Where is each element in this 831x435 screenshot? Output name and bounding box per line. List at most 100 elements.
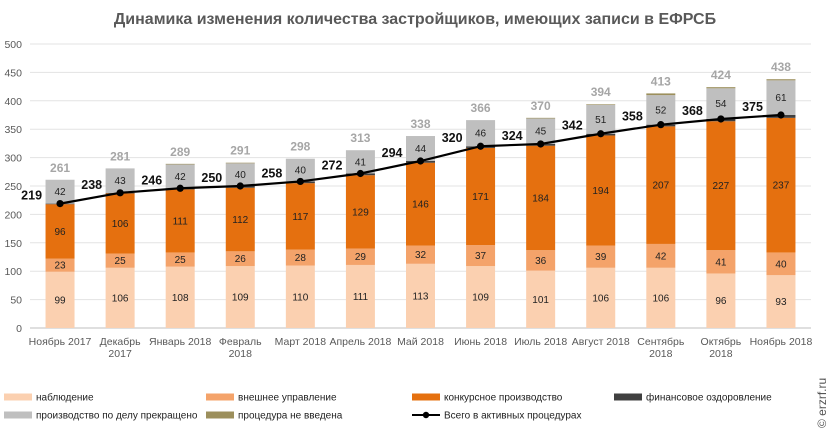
legend-swatch [4,393,32,401]
total-value-label: 438 [771,60,791,74]
segment-value-label: 93 [775,297,787,308]
bar-segment [406,162,435,246]
segment-value-label: 54 [715,99,727,110]
segment-value-label: 32 [415,250,427,261]
legend-label: конкурсное производство [444,393,563,404]
segment-value-label: 43 [115,176,127,187]
y-axis-ticks: 0 50 100 150 200 250 300 350 400 450 500 [4,39,22,335]
bar-segment [45,204,75,259]
x-tick-label: Август 2018 [572,336,630,348]
total-value-label: 366 [471,101,491,115]
segment-value-label: 52 [655,105,667,116]
x-tick-label: 2018 [709,348,733,360]
y-tick-label: 500 [4,39,22,51]
segment-value-label: 113 [413,291,429,302]
bar-segment [345,150,375,174]
segment-value-label: 25 [175,255,187,266]
segment-value-label: 106 [652,293,669,304]
bar-segment [706,273,736,328]
bar-segment [646,243,676,268]
legend-swatch [206,393,234,401]
active-value-label: 246 [141,173,162,187]
bar-segment [586,104,616,134]
bar-segment [225,162,255,164]
data-labels: 99 23 96 42 261 106 25 106 43 281 108 25 111 42 289 109… [21,60,791,308]
segment-value-label: 41 [355,157,367,168]
line-point [537,140,545,148]
segment-value-label: 101 [532,295,549,306]
total-value-label: 313 [350,131,370,145]
bar-segment [285,158,315,182]
segment-value-label: 111 [353,292,369,303]
line-point [476,142,485,150]
total-value-label: 370 [531,99,551,113]
bar-segment [646,93,676,96]
total-value-label: 289 [170,145,190,159]
segment-value-label: 42 [54,187,66,198]
y-tick-label: 150 [4,238,22,250]
x-tick-label: 2018 [649,348,673,360]
line-point [416,157,425,165]
active-value-label: 324 [502,129,523,143]
bar-segment [766,79,796,81]
legend: наблюдение внешнее управление конкурсное п… [4,392,772,422]
bar-segment [706,87,736,89]
segment-value-label: 40 [235,170,247,181]
legend-swatch [206,411,234,419]
legend-label: наблюдение [36,392,94,404]
legend-label: производство по делу прекращено [36,411,198,422]
bar-segment [345,248,375,265]
segment-value-label: 117 [292,212,308,223]
bar-segment [586,135,616,246]
segment-value-label: 227 [713,181,730,192]
total-value-label: 338 [410,117,430,131]
active-value-label: 368 [682,104,703,118]
legend-label: процедура не введена [238,411,343,422]
segment-value-label: 40 [775,259,787,270]
segment-value-label: 39 [595,252,607,263]
active-value-label: 342 [562,119,583,133]
segment-value-label: 42 [655,251,667,262]
bar-segment [646,95,676,125]
segment-value-label: 23 [54,261,66,272]
bar-segment [766,80,796,115]
segment-value-label: 112 [232,215,248,226]
legend-marker [422,411,430,419]
active-value-label: 320 [442,131,463,145]
bar-segment [165,189,195,253]
segment-value-label: 106 [592,293,609,304]
y-tick-label: 50 [10,295,22,307]
x-tick-label: Ноябрь 2018 [750,336,813,348]
bar-segment [285,249,315,266]
bar-segment [466,266,496,328]
legend-label: финансовое оздоровление [646,392,772,404]
x-tick-label: Апрель 2018 [329,336,391,348]
bar-segment [526,250,556,271]
total-value-label: 394 [591,85,611,99]
segment-value-label: 51 [595,115,607,126]
segment-value-label: 106 [112,219,129,230]
y-tick-label: 350 [4,124,22,136]
chart-title: Динамика изменения количества застройщик… [114,11,716,28]
x-tick-label: Январь 2018 [149,336,211,348]
active-value-label: 250 [201,171,222,185]
active-value-label: 272 [322,159,343,173]
segment-value-label: 109 [232,293,249,304]
bar-segment [586,245,616,268]
segment-value-label: 36 [535,256,547,267]
bar-segment [45,258,75,272]
bars [45,79,796,328]
bar-segment [165,252,195,267]
bar-segment [586,267,616,328]
segment-value-label: 171 [472,192,489,203]
x-tick-label: 2017 [108,348,132,360]
watermark: © erzrf.ru [815,378,829,428]
x-tick-label: Сентябрь [637,336,685,348]
segment-value-label: 184 [532,193,549,204]
bar-segment [766,275,796,328]
segment-value-label: 207 [652,181,669,192]
y-tick-label: 400 [4,96,22,108]
active-value-label: 375 [742,100,763,114]
